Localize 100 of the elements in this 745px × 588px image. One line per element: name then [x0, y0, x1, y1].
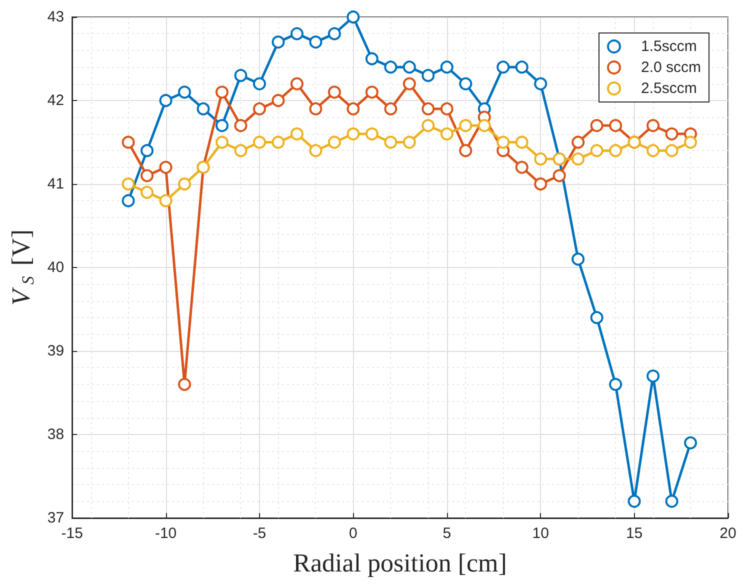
point	[609, 144, 622, 158]
point	[253, 77, 266, 90]
point	[646, 119, 660, 132]
point	[459, 144, 472, 158]
point	[365, 86, 378, 99]
point	[328, 27, 341, 40]
y-tick-label: 37	[47, 510, 64, 526]
point	[534, 178, 548, 190]
point	[140, 144, 154, 158]
y-tick-label: 43	[47, 8, 64, 26]
point	[478, 119, 491, 132]
x-tick-label: 20	[720, 525, 736, 542]
point	[216, 136, 229, 149]
point	[496, 136, 510, 149]
point	[572, 152, 585, 166]
point	[216, 86, 229, 99]
point	[402, 77, 416, 90]
y-tick-label: 39	[47, 342, 64, 360]
y-tick-label: 41	[47, 176, 64, 192]
point	[422, 119, 435, 132]
point	[459, 119, 472, 132]
x-tick-label: 5	[442, 525, 452, 542]
point	[590, 119, 604, 132]
point	[234, 68, 248, 82]
point	[646, 144, 660, 158]
point	[515, 60, 528, 74]
point	[665, 144, 678, 158]
point	[422, 68, 435, 82]
point	[534, 152, 548, 166]
point	[122, 136, 135, 149]
x-tick-label: -5	[252, 525, 266, 542]
point	[234, 144, 248, 158]
point	[684, 136, 698, 149]
point	[196, 102, 210, 116]
point	[572, 252, 585, 266]
x-axis-title: Radial position [cm]	[293, 548, 507, 578]
point	[534, 77, 548, 90]
point	[178, 178, 192, 190]
point	[159, 160, 172, 174]
point	[515, 160, 528, 174]
point	[684, 436, 698, 450]
point	[159, 194, 172, 208]
point	[122, 178, 135, 190]
point	[272, 36, 285, 49]
point	[590, 311, 604, 324]
point	[178, 86, 192, 99]
point	[572, 136, 585, 149]
point	[140, 169, 154, 182]
point	[402, 136, 416, 149]
x-tick-label: 0	[349, 525, 358, 542]
point	[422, 102, 435, 116]
x-tick-label: 15	[626, 525, 643, 542]
point	[459, 77, 472, 90]
point	[309, 144, 322, 158]
x-tick-label: -15	[61, 525, 83, 542]
point	[552, 169, 566, 182]
legend-label: 1.5sccm	[640, 38, 697, 55]
point	[384, 60, 398, 74]
y-tick-label: 42	[47, 92, 64, 109]
point	[159, 94, 172, 107]
point	[290, 27, 304, 40]
point	[309, 36, 322, 49]
point	[384, 136, 398, 149]
point	[496, 60, 510, 74]
point	[384, 102, 398, 116]
point	[328, 136, 341, 149]
point	[272, 136, 285, 149]
point	[346, 127, 360, 140]
point	[178, 378, 192, 391]
point	[590, 144, 604, 158]
point	[216, 119, 229, 132]
point	[402, 60, 416, 74]
point	[440, 102, 454, 116]
point	[253, 136, 266, 149]
point	[365, 127, 378, 140]
point	[646, 370, 660, 383]
point	[440, 60, 454, 74]
point	[365, 52, 378, 66]
point	[309, 102, 322, 116]
point	[346, 102, 360, 116]
legend-label: 2.0 sccm	[640, 59, 701, 76]
x-tick-label: -10	[154, 525, 177, 542]
point	[515, 136, 528, 149]
point	[440, 127, 454, 140]
point	[665, 494, 678, 508]
y-tick-label: 40	[47, 259, 64, 276]
point	[272, 94, 285, 107]
point	[346, 10, 360, 24]
point	[253, 102, 266, 116]
point	[140, 186, 154, 199]
y-axis-title: VS [V]	[6, 230, 38, 306]
point	[328, 86, 341, 99]
point	[290, 77, 304, 90]
legend-label: 2.5sccm	[640, 80, 697, 97]
point	[290, 127, 304, 140]
point	[609, 119, 622, 132]
point	[122, 194, 135, 208]
point	[609, 378, 622, 391]
x-tick-label: 10	[532, 525, 549, 542]
point	[665, 127, 678, 140]
